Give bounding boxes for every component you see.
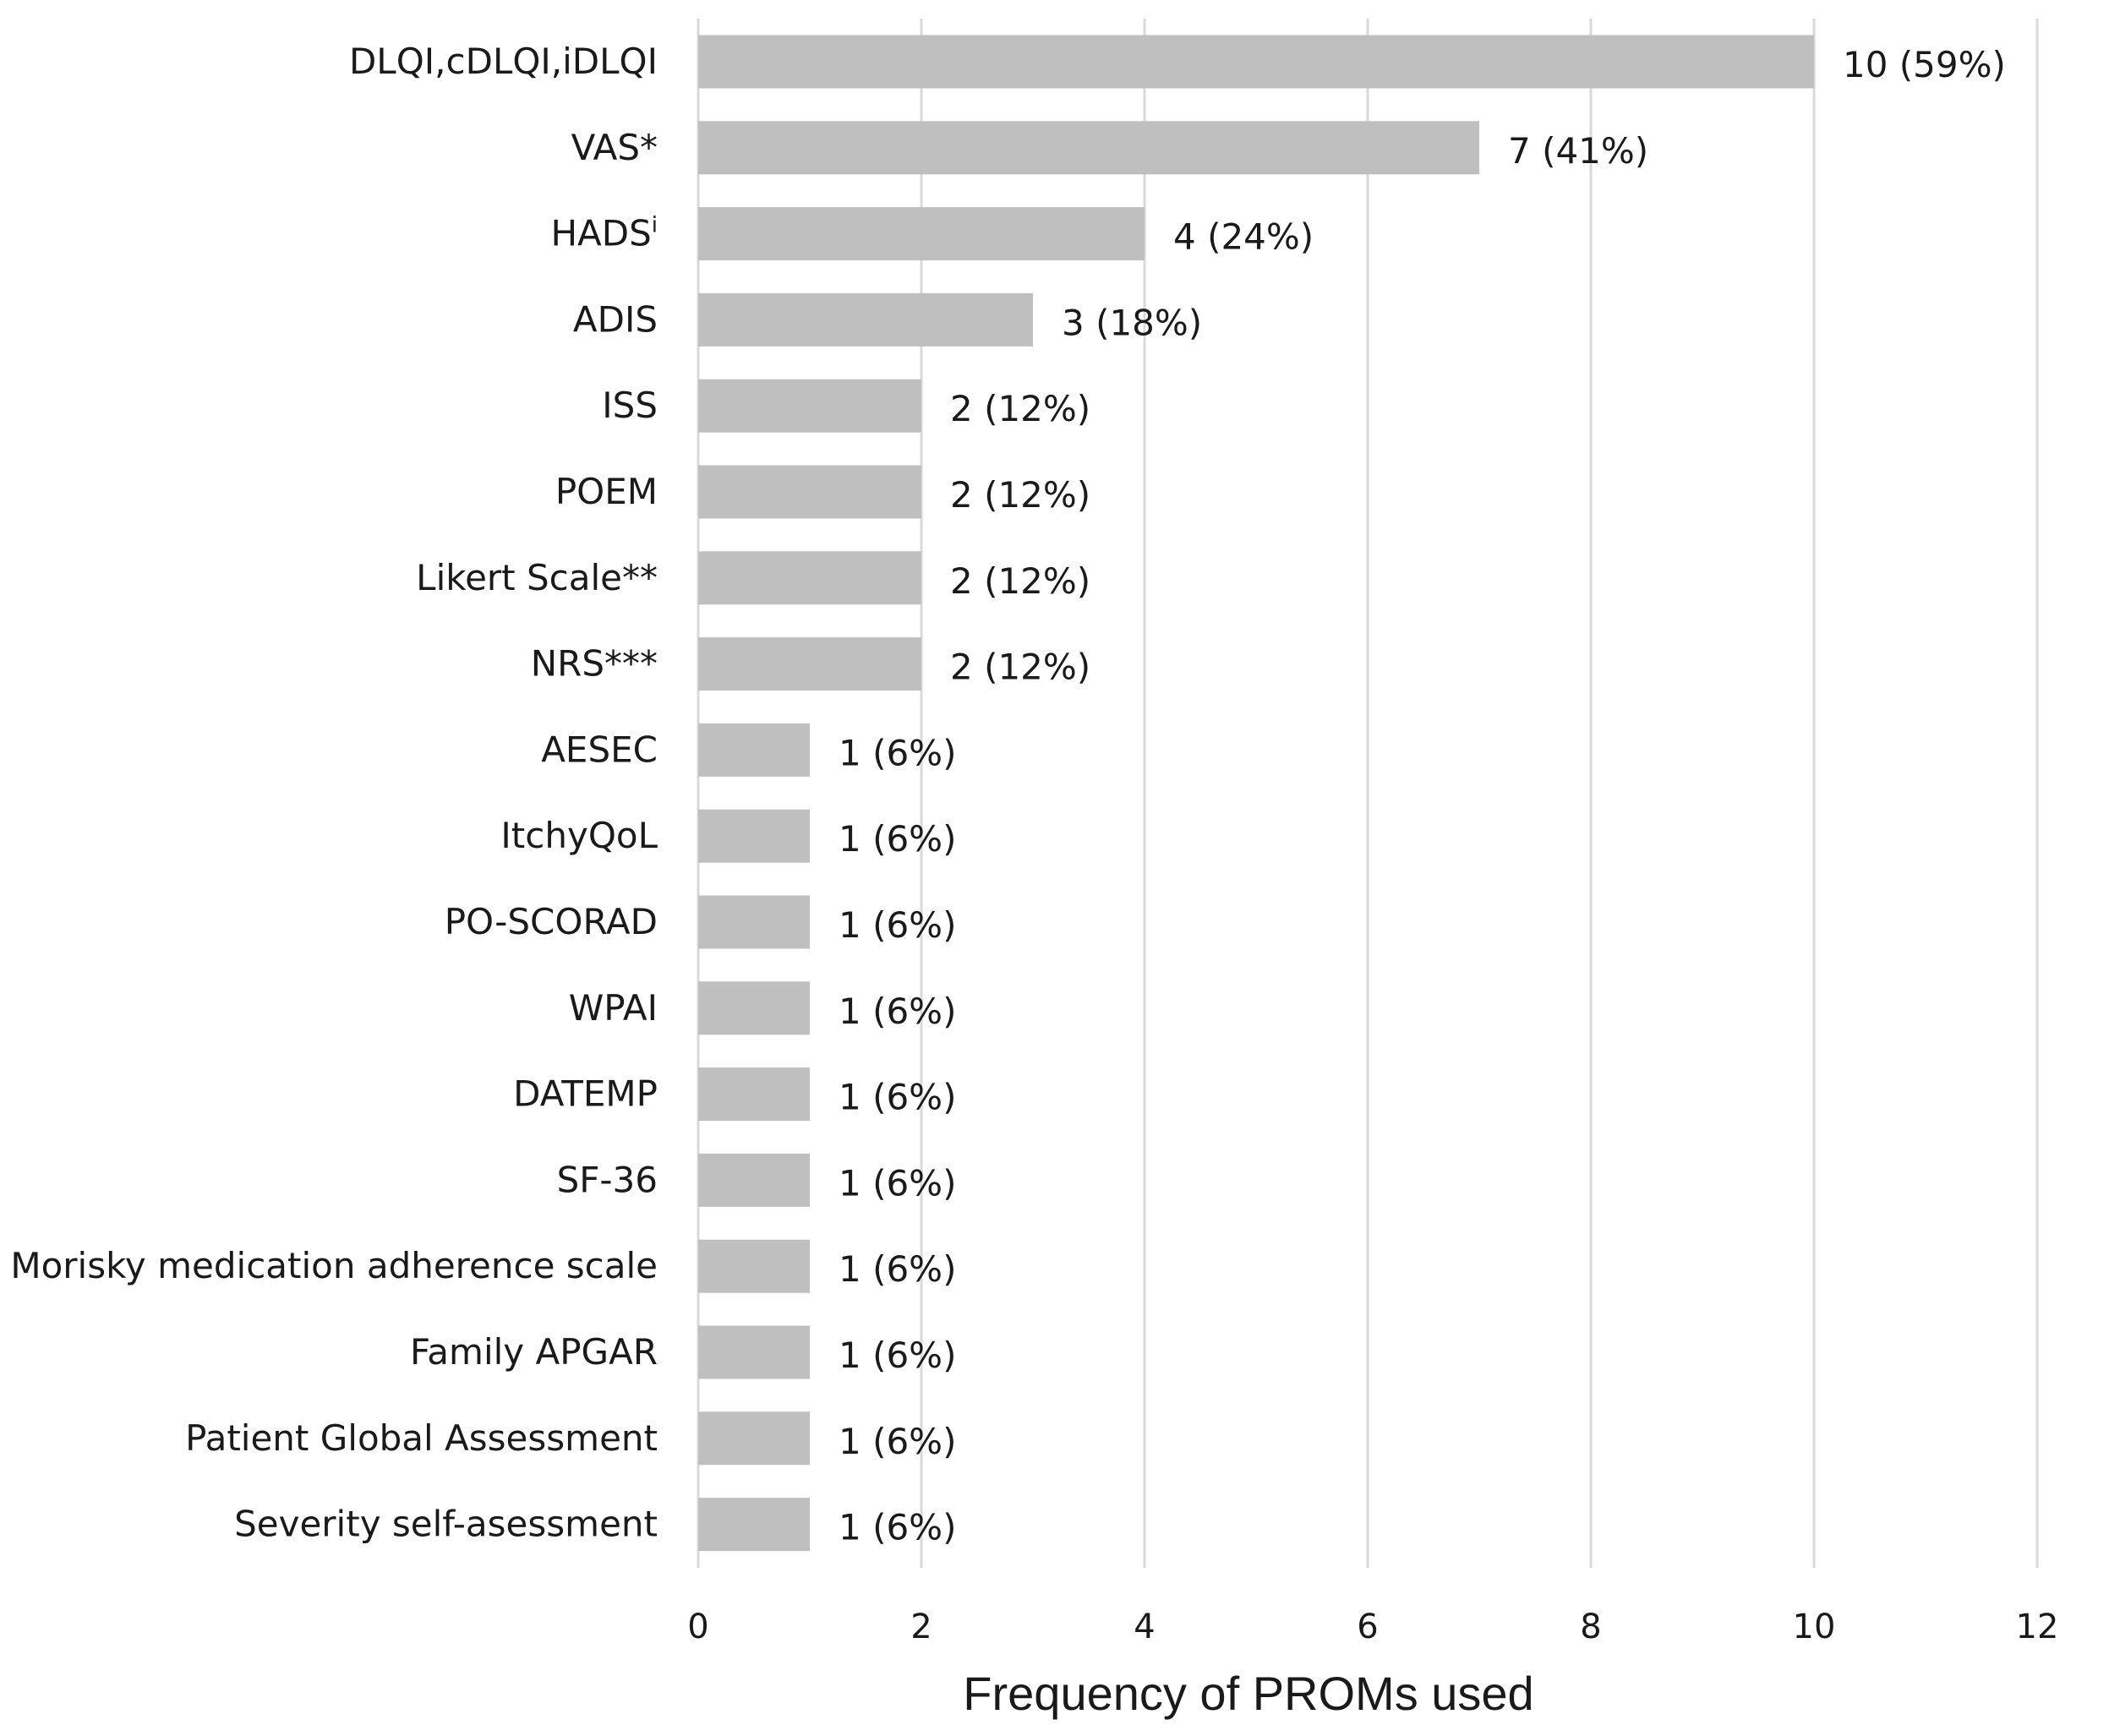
bar — [698, 207, 1145, 261]
category-label-text: Family APGAR — [410, 1331, 658, 1373]
category-label: Morisky medication adherence scale — [10, 1245, 658, 1286]
category-label: Likert Scale** — [416, 557, 658, 598]
data-label: 2 (12%) — [950, 647, 1090, 688]
data-label: 1 (6%) — [839, 1507, 956, 1548]
data-label: 1 (6%) — [839, 991, 956, 1032]
category-label-text: VAS* — [571, 127, 658, 168]
bar — [698, 1153, 810, 1207]
bar — [698, 121, 1479, 175]
gridlines — [697, 19, 2039, 1568]
data-label: 2 (12%) — [950, 388, 1090, 429]
category-label: DATEMP — [513, 1073, 658, 1115]
data-label: 2 (12%) — [950, 560, 1090, 602]
category-label-text: ISS — [602, 385, 658, 426]
category-label: ADIS — [573, 298, 658, 340]
data-label: 10 (59%) — [1843, 44, 2006, 85]
category-label: Severity self-asessment — [234, 1504, 658, 1545]
category-label: WPAI — [569, 987, 658, 1029]
category-label-text: AESEC — [541, 729, 658, 770]
data-label: 2 (12%) — [950, 474, 1090, 516]
category-label: SF-36 — [557, 1159, 658, 1200]
category-label: NRS*** — [531, 643, 658, 685]
x-tick-label: 12 — [2016, 1608, 2059, 1646]
category-label-text: ADIS — [573, 298, 658, 340]
bar — [698, 292, 1033, 347]
category-label: POEM — [555, 471, 658, 512]
x-tick-label: 0 — [687, 1608, 708, 1646]
bar — [698, 981, 810, 1035]
bar — [698, 551, 921, 605]
category-label-text: POEM — [555, 471, 658, 512]
category-label: ISS — [602, 385, 658, 426]
category-superscript: i — [652, 213, 658, 238]
x-tick-label: 10 — [1793, 1608, 1836, 1646]
bar — [698, 379, 921, 433]
category-label: HADSi — [550, 213, 658, 254]
bar — [698, 1498, 810, 1552]
category-labels: DLQI,cDLQI,iDLQI VAS* HADSi ADIS ISS POEM Like… — [10, 41, 658, 1545]
data-label: 1 (6%) — [839, 732, 956, 773]
bar — [698, 35, 1814, 89]
data-label: 4 (24%) — [1173, 216, 1314, 258]
data-label: 1 (6%) — [839, 1421, 956, 1462]
category-label-text: WPAI — [569, 987, 658, 1029]
x-tick-labels: 0 2 4 6 8 10 12 — [687, 1608, 2058, 1646]
data-label: 1 (6%) — [839, 904, 956, 946]
category-label-text: Morisky medication adherence scale — [10, 1245, 658, 1286]
bar — [698, 637, 921, 691]
data-label: 3 (18%) — [1062, 302, 1202, 343]
data-label: 1 (6%) — [839, 818, 956, 860]
category-label-text: DATEMP — [513, 1073, 658, 1115]
category-label-text: HADS — [550, 213, 651, 254]
bar — [698, 1067, 810, 1122]
category-label: AESEC — [541, 729, 658, 770]
bar — [698, 465, 921, 519]
bar — [698, 1411, 810, 1466]
category-label-text: Severity self-asessment — [234, 1504, 658, 1545]
x-tick-label: 6 — [1357, 1608, 1378, 1646]
bar — [698, 1239, 810, 1293]
category-label-text: SF-36 — [557, 1159, 658, 1200]
category-label-text: PO-SCORAD — [445, 901, 658, 942]
category-label: ItchyQoL — [500, 815, 658, 856]
category-label-text: DLQI,cDLQI,iDLQI — [349, 41, 658, 82]
bar — [698, 723, 810, 777]
bars — [698, 35, 1814, 1552]
data-label: 1 (6%) — [839, 1077, 956, 1118]
x-tick-label: 2 — [910, 1608, 932, 1646]
category-label: VAS* — [571, 127, 658, 168]
data-label: 1 (6%) — [839, 1248, 956, 1290]
category-label-text: ItchyQoL — [500, 815, 658, 856]
data-label: 1 (6%) — [839, 1335, 956, 1376]
category-label: PO-SCORAD — [445, 901, 658, 942]
data-labels: 10 (59%) 7 (41%) 4 (24%) 3 (18%) 2 (12%) 2 (1… — [839, 44, 2006, 1548]
bar — [698, 1325, 810, 1379]
category-label-text: NRS*** — [531, 643, 658, 685]
x-tick-label: 8 — [1580, 1608, 1601, 1646]
category-label: Family APGAR — [410, 1331, 658, 1373]
x-tick-label: 4 — [1134, 1608, 1155, 1646]
x-axis-title: Frequency of PROMs used — [963, 1667, 1533, 1720]
category-label-text: Patient Global Assessment — [185, 1417, 658, 1459]
bar — [698, 809, 810, 863]
category-label: DLQI,cDLQI,iDLQI — [349, 41, 658, 82]
bar — [698, 895, 810, 949]
data-label: 1 (6%) — [839, 1162, 956, 1204]
category-label: Patient Global Assessment — [185, 1417, 658, 1459]
data-label: 7 (41%) — [1508, 130, 1648, 172]
category-label-text: Likert Scale** — [416, 557, 658, 598]
